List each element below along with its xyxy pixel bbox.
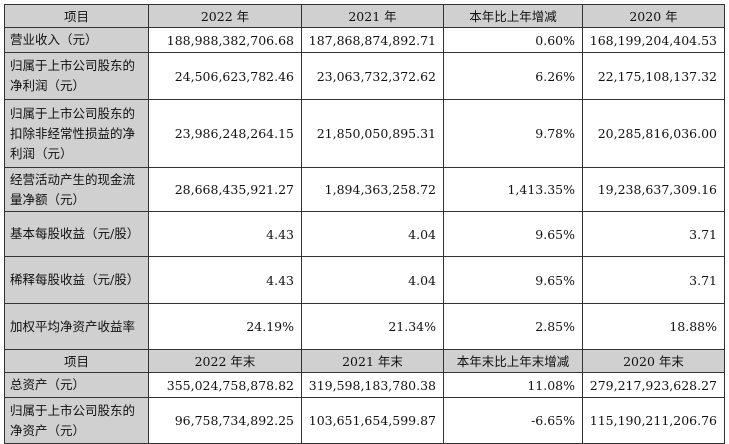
value-2021: 1,894,363,258.72 <box>301 167 444 212</box>
value-2020: 3.71 <box>582 211 725 257</box>
table-row: 归属于上市公司股东的净利润（元） 24,506,623,782.46 23,06… <box>4 52 725 100</box>
value-change: 9.65% <box>443 211 583 257</box>
subheader-2022-end: 2022 年末 <box>148 349 302 373</box>
value-2022: 355,024,758,878.82 <box>148 372 302 398</box>
table-row: 归属于上市公司股东的扣除非经常性损益的净利润（元） 23,986,248,264… <box>4 99 725 168</box>
row-label: 稀释每股收益（元/股） <box>4 256 149 304</box>
value-2020: 20,285,816,036.00 <box>582 99 725 168</box>
value-2020: 19,238,637,309.16 <box>582 167 725 212</box>
table-row: 经营活动产生的现金流量净额（元） 28,668,435,921.27 1,894… <box>4 167 725 212</box>
row-label: 经营活动产生的现金流量净额（元） <box>4 167 149 212</box>
value-change: 11.08% <box>443 372 583 398</box>
value-2020: 22,175,108,137.32 <box>582 52 725 100</box>
value-2022: 23,986,248,264.15 <box>148 99 302 168</box>
value-2021: 21,850,050,895.31 <box>301 99 444 168</box>
value-2022: 4.43 <box>148 211 302 257</box>
row-label: 基本每股收益（元/股） <box>4 211 149 257</box>
header-2021: 2021 年 <box>301 4 444 28</box>
value-2022: 96,758,734,892.25 <box>148 397 302 444</box>
value-2020: 168,199,204,404.53 <box>582 27 725 53</box>
value-2021: 4.04 <box>301 211 444 257</box>
value-2022: 24.19% <box>148 303 302 350</box>
value-change: 9.78% <box>443 99 583 168</box>
table-subheader-row: 项目 2022 年末 2021 年末 本年末比上年末增减 2020 年末 <box>4 349 725 373</box>
table-header-row: 项目 2022 年 2021 年 本年比上年增减 2020 年 <box>4 4 725 28</box>
row-label: 归属于上市公司股东的净利润（元） <box>4 52 149 100</box>
value-2022: 24,506,623,782.46 <box>148 52 302 100</box>
header-item: 项目 <box>4 4 149 28</box>
subheader-2020-end: 2020 年末 <box>582 349 725 373</box>
value-2022: 188,988,382,706.68 <box>148 27 302 53</box>
financial-indicators-table: 项目 2022 年 2021 年 本年比上年增减 2020 年 营业收入（元） … <box>4 4 725 444</box>
value-2021: 21.34% <box>301 303 444 350</box>
value-change: -6.65% <box>443 397 583 444</box>
table-row: 营业收入（元） 188,988,382,706.68 187,868,874,8… <box>4 27 725 53</box>
row-label: 营业收入（元） <box>4 27 149 53</box>
value-2021: 103,651,654,599.87 <box>301 397 444 444</box>
value-change: 9.65% <box>443 256 583 304</box>
subheader-item: 项目 <box>4 349 149 373</box>
subheader-change: 本年末比上年末增减 <box>443 349 583 373</box>
header-2020: 2020 年 <box>582 4 725 28</box>
table-row: 总资产（元） 355,024,758,878.82 319,598,183,78… <box>4 372 725 398</box>
row-label: 归属于上市公司股东的扣除非经常性损益的净利润（元） <box>4 99 149 168</box>
value-2021: 319,598,183,780.38 <box>301 372 444 398</box>
row-label: 加权平均净资产收益率 <box>4 303 149 350</box>
value-change: 2.85% <box>443 303 583 350</box>
value-change: 6.26% <box>443 52 583 100</box>
table-row: 加权平均净资产收益率 24.19% 21.34% 2.85% 18.88% <box>4 303 725 350</box>
value-2020: 18.88% <box>582 303 725 350</box>
header-change: 本年比上年增减 <box>443 4 583 28</box>
value-2021: 4.04 <box>301 256 444 304</box>
value-2022: 4.43 <box>148 256 302 304</box>
row-label: 归属于上市公司股东的净资产（元） <box>4 397 149 444</box>
header-2022: 2022 年 <box>148 4 302 28</box>
table-row: 基本每股收益（元/股） 4.43 4.04 9.65% 3.71 <box>4 211 725 257</box>
value-2021: 23,063,732,372.62 <box>301 52 444 100</box>
value-2022: 28,668,435,921.27 <box>148 167 302 212</box>
value-2021: 187,868,874,892.71 <box>301 27 444 53</box>
subheader-2021-end: 2021 年末 <box>301 349 444 373</box>
value-2020: 115,190,211,206.76 <box>582 397 725 444</box>
row-label: 总资产（元） <box>4 372 149 398</box>
table-row: 稀释每股收益（元/股） 4.43 4.04 9.65% 3.71 <box>4 256 725 304</box>
table-row: 归属于上市公司股东的净资产（元） 96,758,734,892.25 103,6… <box>4 397 725 444</box>
value-change: 0.60% <box>443 27 583 53</box>
value-change: 1,413.35% <box>443 167 583 212</box>
value-2020: 279,217,923,628.27 <box>582 372 725 398</box>
value-2020: 3.71 <box>582 256 725 304</box>
